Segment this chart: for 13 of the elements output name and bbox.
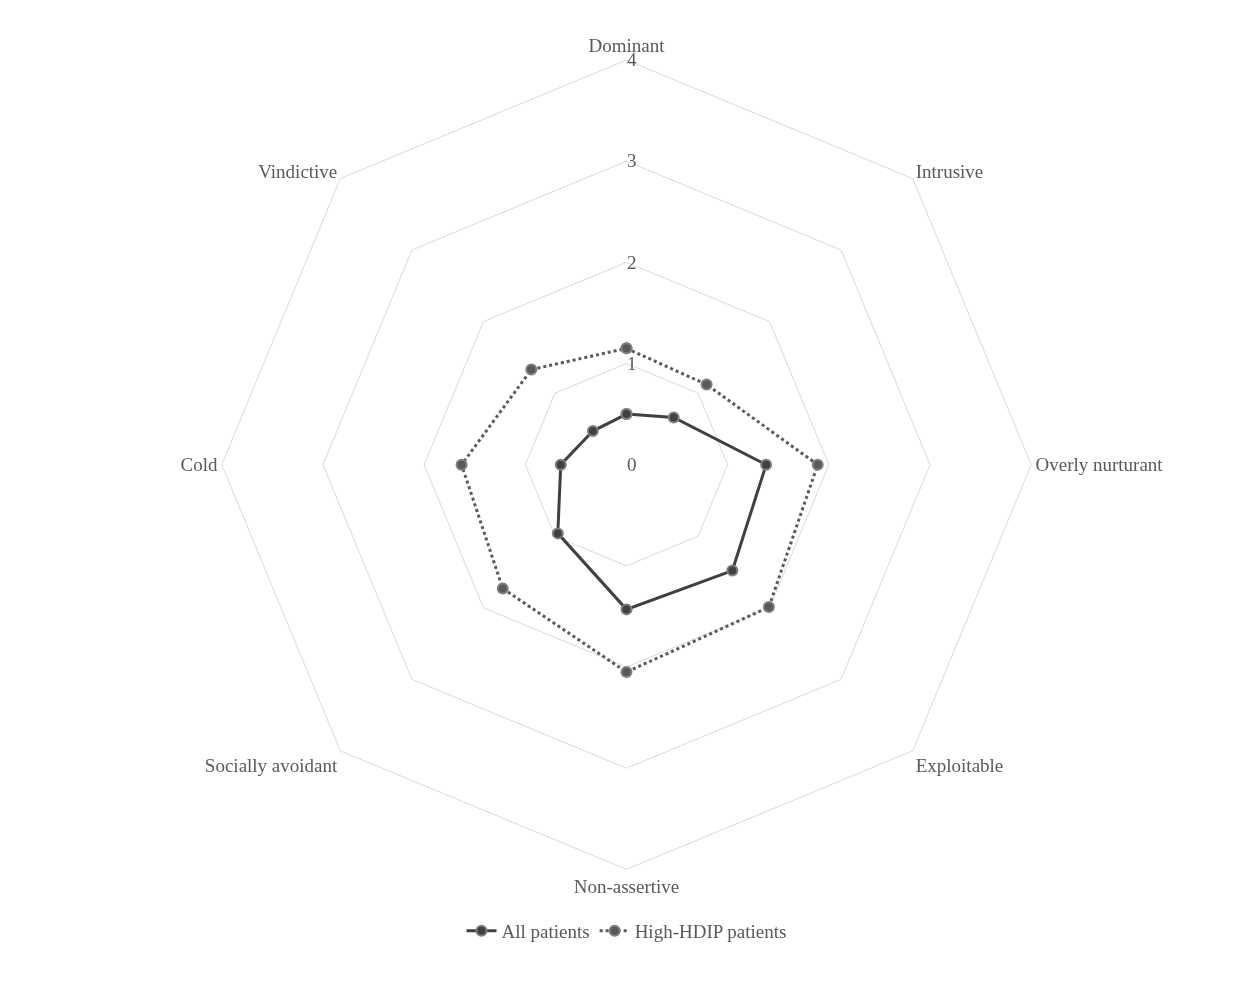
spoke-label: Overly nurturant [1035, 454, 1164, 476]
legend-label: High-HDIP patients [634, 921, 787, 943]
y-tick-label: 0 [627, 453, 637, 475]
spoke-label: Intrusive [915, 160, 984, 182]
spoke-label: Exploitable [915, 755, 1004, 777]
y-tick-label: 3 [627, 150, 637, 172]
legend-label: All patients [501, 921, 590, 943]
spoke-label: Socially avoidant [204, 755, 338, 777]
spoke-label: Cold [180, 454, 218, 476]
y-tick-label: 1 [627, 352, 637, 374]
spoke-label: Vindictive [258, 160, 338, 182]
y-tick-label: 2 [627, 251, 637, 273]
spoke-label: Non-assertive [573, 875, 680, 897]
